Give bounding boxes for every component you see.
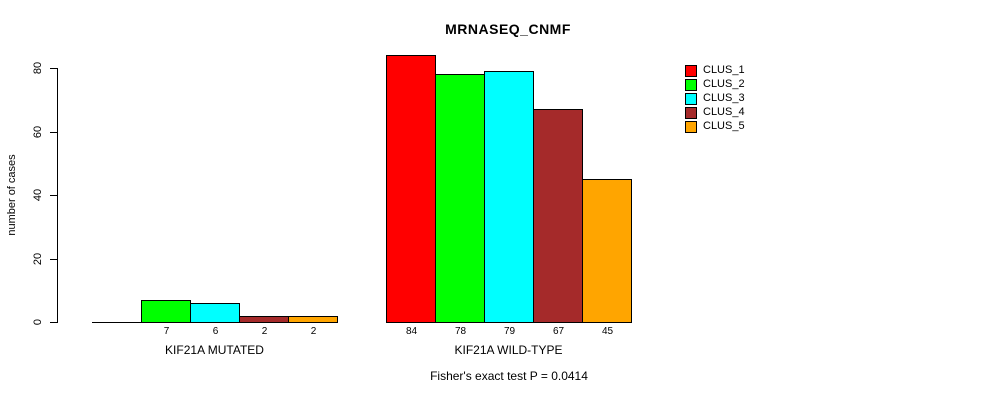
y-tick-label: 20 — [32, 252, 44, 265]
y-axis — [57, 68, 58, 323]
bar-value-label: 6 — [212, 326, 219, 337]
bar-clus_2 — [141, 300, 191, 323]
chart-title: MRNASEQ_CNMF — [445, 21, 571, 37]
bar-clus_5 — [582, 179, 632, 323]
y-tick-mark — [50, 68, 57, 69]
bar-value-label: 67 — [552, 326, 565, 337]
legend-label-clus_1: CLUS_1 — [703, 64, 745, 76]
y-tick-label: 60 — [32, 125, 44, 138]
bar-clus_2 — [435, 74, 485, 323]
bar-clus_3 — [190, 303, 240, 323]
group-label: KIF21A MUTATED — [165, 343, 264, 357]
bar-clus_1 — [386, 55, 436, 323]
legend-label-clus_5: CLUS_5 — [703, 120, 745, 132]
legend-label-clus_2: CLUS_2 — [703, 78, 745, 90]
y-axis-label: number of cases — [6, 154, 18, 236]
legend-label-clus_3: CLUS_3 — [703, 92, 745, 104]
bar-clus_4 — [533, 109, 583, 323]
bar-value-label: 2 — [310, 326, 317, 337]
bar-clus_3 — [484, 71, 534, 323]
y-tick-mark — [50, 258, 57, 260]
y-tick-label: 80 — [32, 61, 44, 75]
bar-clus_5 — [288, 316, 338, 323]
bar-value-label: 7 — [163, 326, 170, 337]
y-tick-mark — [50, 322, 57, 323]
legend-swatch-clus_2 — [685, 79, 697, 91]
bar-value-label: 79 — [503, 326, 516, 337]
y-tick-mark — [50, 195, 57, 196]
bar-value-label: 2 — [261, 326, 268, 337]
legend-label-clus_4: CLUS_4 — [703, 106, 745, 118]
y-tick-label: 0 — [32, 318, 44, 326]
bar-clus_4 — [239, 316, 289, 323]
group-label: KIF21A WILD-TYPE — [454, 343, 563, 357]
y-tick-label: 40 — [32, 188, 44, 202]
y-tick-mark — [50, 131, 57, 133]
legend-swatch-clus_3 — [685, 93, 697, 105]
bar-value-label: 84 — [405, 326, 418, 337]
legend-swatch-clus_4 — [685, 107, 697, 119]
annotation-text: Fisher's exact test P = 0.0414 — [430, 369, 588, 383]
legend-swatch-clus_5 — [685, 121, 697, 133]
bar-clus_1-zero — [92, 322, 142, 323]
bar-value-label: 45 — [601, 326, 614, 337]
bar-value-label: 78 — [454, 326, 467, 337]
legend-swatch-clus_1 — [685, 65, 697, 77]
